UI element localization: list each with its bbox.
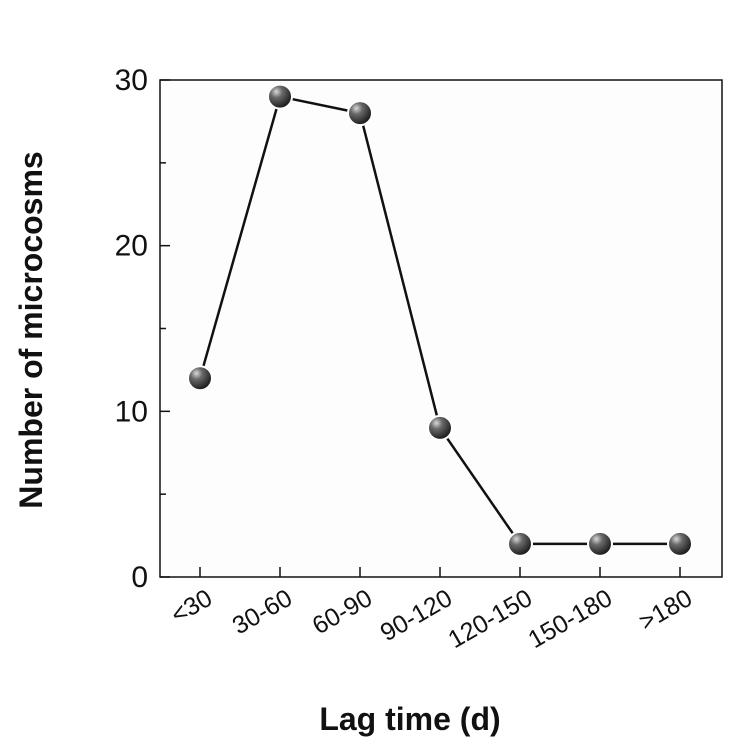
line-segment — [438, 427, 522, 545]
data-point — [347, 100, 373, 127]
y-tick-label: 0 — [131, 561, 148, 594]
plot-area — [159, 79, 723, 578]
x-tick-label: <30 — [166, 584, 217, 629]
x-axis-title: Lag time (d) — [319, 701, 500, 737]
data-point — [427, 414, 453, 441]
series-markers — [187, 83, 693, 557]
x-tick-label: >180 — [634, 584, 697, 636]
y-tick-label: 10 — [115, 395, 148, 428]
x-tick-label: 60-90 — [308, 584, 377, 640]
y-tick-label: 20 — [115, 230, 148, 263]
y-tick-label: 30 — [115, 64, 148, 97]
x-tick-label: 90-120 — [376, 584, 457, 647]
y-axis: 0 10 20 30 — [115, 64, 170, 594]
x-tick-label: 30-60 — [228, 584, 297, 640]
data-point — [587, 530, 613, 557]
data-point — [667, 530, 693, 557]
data-point — [187, 365, 213, 392]
series-line — [198, 95, 680, 546]
y-axis-title: Number of microcosms — [13, 151, 49, 508]
data-point — [267, 83, 293, 110]
line-segment — [279, 95, 361, 115]
x-tick-label: 120-150 — [444, 584, 537, 654]
x-tick-label: 150-180 — [524, 584, 617, 654]
line-segment — [358, 112, 442, 429]
data-point — [507, 530, 533, 557]
line-segment — [198, 96, 282, 379]
